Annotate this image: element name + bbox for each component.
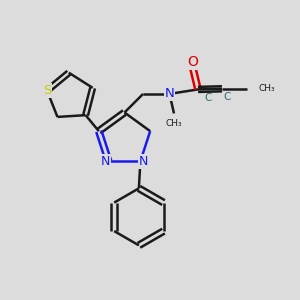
Text: N: N [100, 155, 110, 168]
Text: N: N [139, 155, 148, 168]
Text: O: O [187, 55, 198, 68]
Text: S: S [43, 84, 51, 97]
Text: CH₃: CH₃ [258, 84, 274, 93]
Text: N: N [165, 87, 174, 101]
Text: C: C [205, 93, 212, 103]
Text: C: C [224, 92, 231, 102]
Text: CH₃: CH₃ [166, 119, 182, 128]
